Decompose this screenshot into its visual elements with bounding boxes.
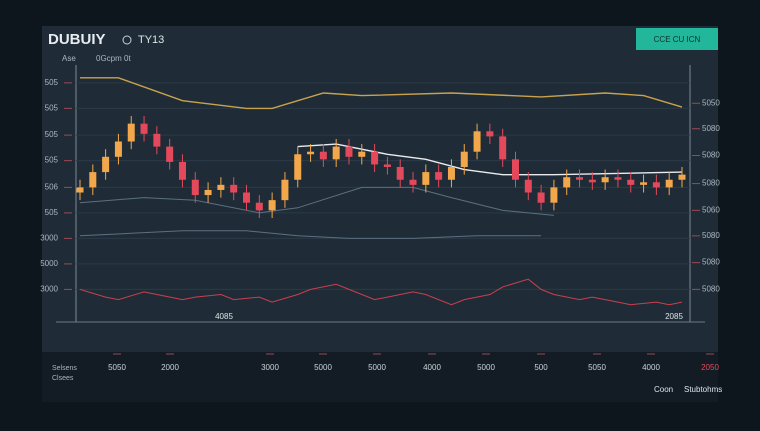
candle-body: [601, 177, 609, 183]
x-label: 4000: [642, 363, 660, 372]
candle-body: [447, 167, 455, 180]
candle-body: [178, 161, 186, 180]
line: [80, 77, 683, 110]
candle-body: [166, 146, 174, 162]
candle-body: [499, 136, 507, 160]
candle-body: [665, 179, 673, 188]
y2-tick-label: 5060: [702, 205, 720, 214]
y-tick-label: 3000: [40, 285, 58, 294]
y-tick-label: 506: [45, 183, 59, 192]
candle-body: [89, 172, 97, 188]
candle-body: [114, 141, 122, 157]
candle-body: [153, 133, 161, 147]
x-label: 5050: [588, 363, 606, 372]
y2-tick-label: 5080: [702, 285, 720, 294]
footer-right: Coon: [654, 385, 673, 394]
candle-body: [511, 159, 519, 180]
x-label: 500: [534, 363, 548, 372]
top-label: 0Gcpm 0t: [96, 54, 131, 63]
candle-body: [332, 146, 340, 160]
y-tick-label: 505: [45, 130, 59, 139]
y-tick-label: 3000: [40, 234, 58, 243]
y-tick-label: 505: [45, 103, 59, 112]
candle-body: [345, 146, 353, 157]
footer-left: Clsees: [52, 375, 74, 382]
candle-body: [281, 179, 289, 201]
y2-tick-label: 5080: [702, 124, 720, 133]
y-tick-label: 505: [45, 208, 59, 217]
candle-body: [473, 131, 481, 152]
candle-body: [396, 167, 404, 180]
panel: [42, 26, 718, 352]
candle-body: [652, 182, 660, 188]
candle-body: [576, 177, 584, 180]
candle-body: [140, 123, 148, 134]
candle-body: [486, 131, 494, 137]
top-label: Ase: [62, 54, 76, 63]
candle-body: [319, 151, 327, 160]
y-tick-label: 505: [45, 156, 59, 165]
button[interactable]: [636, 28, 718, 50]
line: [79, 278, 683, 306]
candle-body: [627, 179, 635, 185]
symbol: TY13: [138, 34, 164, 46]
line: [79, 186, 554, 216]
candle-body: [550, 187, 558, 203]
annotation: 4085: [215, 312, 233, 321]
x-label: 5000: [314, 363, 332, 372]
icon: [122, 35, 132, 45]
footer-panel: [42, 352, 718, 402]
y2-tick-label: 5080: [702, 258, 720, 267]
x-label: 2000: [161, 363, 179, 372]
candle-body: [678, 174, 686, 180]
line: [297, 143, 683, 176]
candle-body: [204, 189, 212, 196]
x-label: 4000: [423, 363, 441, 372]
candle-body: [243, 192, 251, 203]
line: [79, 230, 542, 239]
candle-body: [102, 156, 110, 173]
candle-body: [524, 179, 532, 193]
button-label[interactable]: CCE CU ICN: [654, 35, 701, 44]
candle-body: [230, 184, 238, 193]
candle-body: [614, 177, 622, 180]
candle-body: [255, 202, 263, 211]
annotation: 2085: [665, 312, 683, 321]
candle-body: [268, 200, 276, 211]
candle-body: [422, 172, 430, 185]
candle-body: [127, 123, 135, 142]
footer-right: Stubtohms: [684, 385, 722, 394]
x-label: 5050: [108, 363, 126, 372]
y-tick-label: 505: [45, 78, 59, 87]
y2-tick-label: 5080: [702, 231, 720, 240]
candle-body: [358, 151, 366, 157]
x-label: 5000: [477, 363, 495, 372]
candle-body: [191, 179, 199, 196]
candle-body: [371, 151, 379, 165]
candle-body: [563, 177, 571, 188]
candle-body: [435, 172, 443, 180]
candle-body: [307, 151, 315, 155]
footer-left: Selsens: [52, 365, 77, 372]
candle-body: [588, 179, 596, 183]
y2-tick-label: 5080: [702, 151, 720, 160]
candle-body: [383, 164, 391, 167]
candle-body: [537, 192, 545, 203]
x-label: 3000: [261, 363, 279, 372]
candle-body: [217, 184, 225, 190]
candle-body: [294, 154, 302, 180]
candle-body: [76, 187, 84, 193]
x-label: 2050: [701, 363, 719, 372]
y-tick-label: 5000: [40, 259, 58, 268]
title: DUBUIY: [48, 31, 106, 48]
candle-body: [640, 182, 648, 185]
y2-tick-label: 5080: [702, 179, 720, 188]
candle-body: [460, 151, 468, 167]
x-label: 5000: [368, 363, 386, 372]
y2-tick-label: 5050: [702, 98, 720, 107]
candle-body: [409, 179, 417, 185]
